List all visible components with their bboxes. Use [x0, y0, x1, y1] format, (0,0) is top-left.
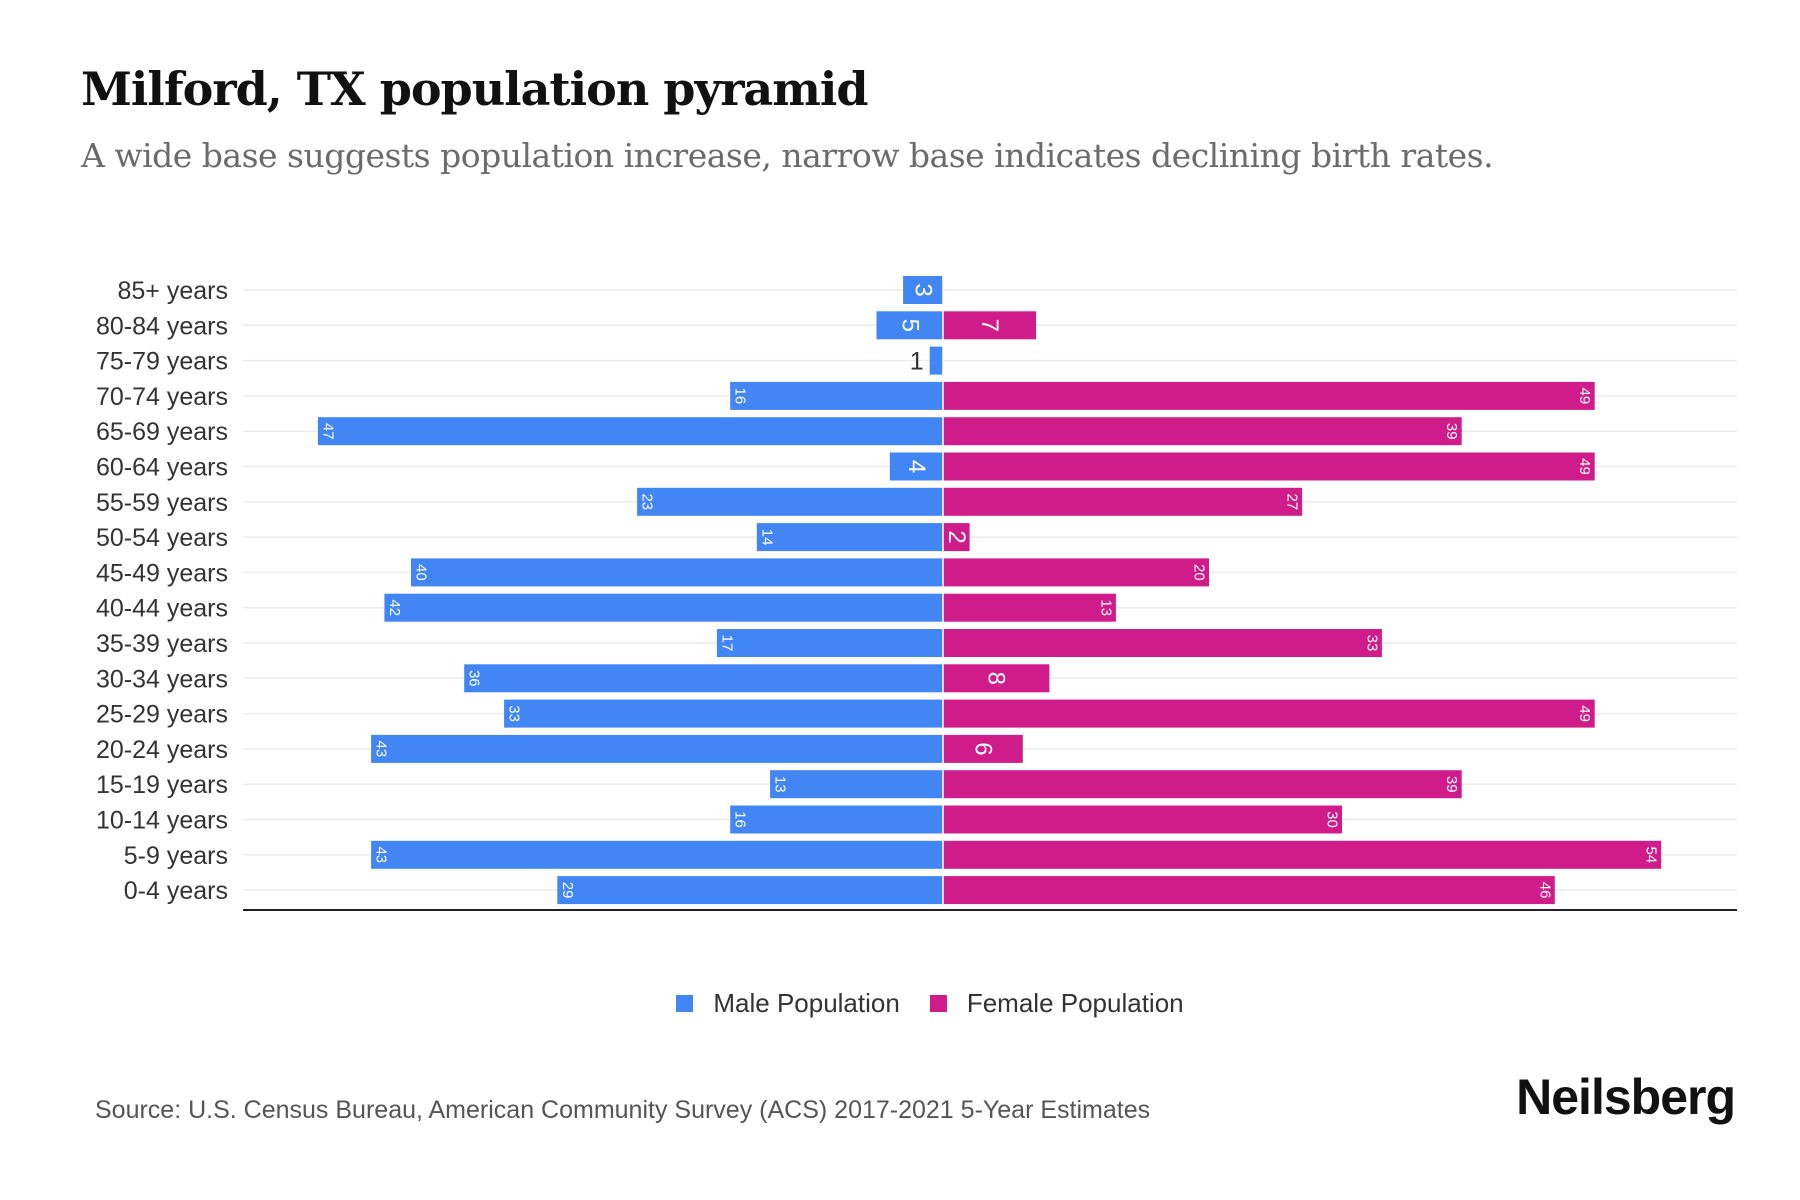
female-bar[interactable] — [943, 593, 1116, 622]
data-label: 29 — [559, 882, 576, 899]
legend-item-male[interactable]: Male Population — [676, 988, 900, 1019]
category-label: 30-34 years — [96, 665, 228, 693]
legend-swatch-female — [929, 995, 947, 1012]
female-bar[interactable] — [943, 629, 1382, 657]
female-bar[interactable] — [943, 770, 1462, 799]
category-label: 60-64 years — [96, 454, 228, 482]
male-bar[interactable] — [770, 770, 943, 799]
data-label: 46 — [1536, 882, 1553, 899]
category-label: 80-84 years — [96, 312, 228, 340]
male-bar[interactable] — [557, 876, 943, 905]
data-label: 5 — [896, 319, 923, 332]
legend-swatch-male — [676, 995, 694, 1012]
category-label: 0-4 years — [124, 877, 228, 905]
data-label: 40 — [413, 564, 430, 581]
female-bar[interactable] — [943, 452, 1595, 481]
male-bar[interactable] — [716, 629, 943, 657]
data-label: 49 — [1576, 458, 1593, 475]
data-label: 1 — [910, 348, 924, 376]
data-label: 8 — [983, 672, 1010, 685]
data-label: 49 — [1576, 388, 1593, 405]
data-label: 13 — [1097, 599, 1114, 616]
male-bar[interactable] — [756, 523, 943, 552]
data-label: 17 — [718, 635, 735, 652]
category-label: 15-19 years — [96, 771, 228, 799]
male-bar[interactable] — [637, 487, 943, 516]
data-label: 3 — [910, 283, 937, 296]
data-label: 30 — [1324, 811, 1341, 828]
data-label: 39 — [1443, 776, 1460, 793]
category-label: 65-69 years — [96, 418, 228, 446]
category-label: 50-54 years — [96, 524, 228, 552]
category-label: 25-29 years — [96, 701, 228, 729]
female-bar[interactable] — [943, 487, 1303, 516]
data-label: 6 — [969, 742, 996, 755]
male-bar[interactable] — [371, 840, 944, 869]
brand-logo: Neilsberg — [1516, 1069, 1736, 1125]
female-bar[interactable] — [943, 311, 1037, 340]
female-bar[interactable] — [943, 699, 1595, 728]
female-bar[interactable] — [943, 876, 1555, 905]
female-bar[interactable] — [943, 523, 970, 552]
male-bar[interactable] — [903, 276, 943, 304]
data-label: 2 — [943, 530, 970, 543]
data-label: 43 — [373, 741, 390, 758]
female-bar[interactable] — [943, 734, 1023, 763]
data-label: 36 — [466, 670, 483, 687]
data-label: 42 — [386, 599, 403, 616]
data-label: 7 — [976, 319, 1003, 332]
male-bar[interactable] — [411, 558, 943, 587]
category-label: 75-79 years — [96, 348, 228, 376]
category-label: 55-59 years — [96, 489, 228, 517]
data-label: 33 — [506, 705, 523, 722]
category-label: 20-24 years — [96, 736, 228, 764]
male-bar[interactable] — [876, 311, 944, 340]
data-label: 39 — [1443, 423, 1460, 440]
data-label: 20 — [1191, 564, 1208, 581]
data-label: 54 — [1643, 846, 1660, 863]
category-label: 85+ years — [118, 277, 229, 305]
category-label: 5-9 years — [124, 842, 228, 870]
data-label: 23 — [639, 493, 656, 510]
male-bar[interactable] — [504, 699, 943, 728]
male-bar[interactable] — [730, 381, 943, 410]
male-bar[interactable] — [464, 664, 943, 693]
legend-item-female[interactable]: Female Population — [929, 988, 1184, 1019]
male-bar[interactable] — [317, 417, 943, 446]
data-label: 33 — [1363, 635, 1380, 652]
category-label: 10-14 years — [96, 807, 228, 835]
data-label: 16 — [732, 388, 749, 405]
data-label: 43 — [373, 846, 390, 863]
data-label: 49 — [1576, 705, 1593, 722]
male-bar[interactable] — [371, 734, 944, 763]
data-label: 16 — [732, 811, 749, 828]
female-bar[interactable] — [943, 417, 1462, 446]
legend-label-female: Female Population — [966, 988, 1184, 1018]
category-label: 70-74 years — [96, 383, 228, 411]
data-label: 27 — [1284, 493, 1301, 510]
female-bar[interactable] — [943, 664, 1050, 693]
chart-title: Milford, TX population pyramid — [81, 62, 869, 116]
male-bar[interactable] — [730, 805, 943, 834]
legend: Male Population Female Population — [0, 988, 1800, 1019]
pyramid-chart: 85+ years 80-84 years 75-79 years 70-74 yea… — [96, 276, 1737, 911]
category-label: 40-44 years — [96, 595, 228, 623]
data-label: 14 — [758, 529, 775, 546]
source-note: Source: U.S. Census Bureau, American Com… — [95, 1096, 1151, 1124]
female-bar[interactable] — [943, 840, 1662, 869]
male-bar[interactable] — [384, 593, 943, 622]
female-bar[interactable] — [943, 805, 1342, 834]
category-label: 45-49 years — [96, 559, 228, 587]
data-label: 13 — [772, 776, 789, 793]
male-bar[interactable] — [889, 452, 943, 481]
data-label: 47 — [319, 423, 336, 440]
male-bar[interactable] — [929, 346, 943, 375]
chart-subtitle: A wide base suggests population increase… — [81, 136, 1494, 175]
category-label: 35-39 years — [96, 630, 228, 658]
data-label: 4 — [903, 460, 930, 473]
female-bar[interactable] — [943, 381, 1595, 410]
legend-label-male: Male Population — [713, 988, 900, 1018]
female-bar[interactable] — [943, 558, 1209, 587]
